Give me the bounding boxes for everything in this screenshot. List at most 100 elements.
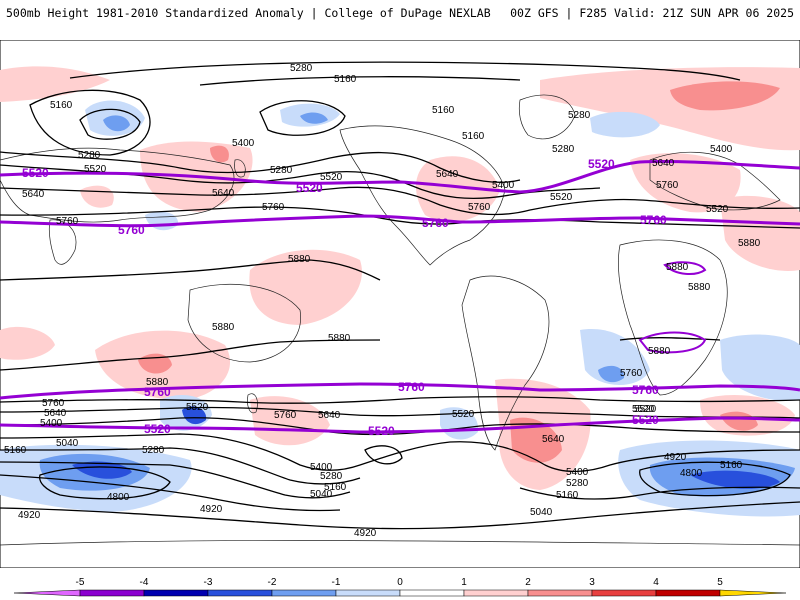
contour-label: 5280 bbox=[568, 110, 591, 121]
purple-contour-label: 5760 bbox=[640, 213, 667, 227]
height-contours bbox=[0, 61, 800, 530]
contour-label: 5640 bbox=[44, 408, 67, 419]
contour-label: 4800 bbox=[680, 468, 703, 479]
india-outline bbox=[48, 219, 77, 265]
contour-5280-wave bbox=[0, 151, 521, 183]
contour-label: 5640 bbox=[22, 189, 45, 200]
contour-label: 5400 bbox=[710, 144, 733, 155]
purple-contour-label: 5520 bbox=[296, 181, 323, 195]
contour-5280-low bbox=[79, 108, 141, 140]
new-zealand-outline bbox=[247, 393, 258, 414]
contour-label-layer: 5280 5160 5160 5280 5520 5400 5280 5520 … bbox=[4, 63, 761, 539]
purple-contour-label: 5520 bbox=[588, 157, 615, 171]
contour-5760-south bbox=[0, 396, 800, 404]
contour-label: 5520 bbox=[84, 164, 107, 175]
contour-5520-south bbox=[0, 417, 800, 436]
contour-label: 5520 bbox=[634, 404, 657, 415]
contour-label: 5520 bbox=[452, 409, 475, 420]
contour-label: 5640 bbox=[318, 410, 341, 421]
negative-anomaly bbox=[720, 334, 800, 401]
contour-label: 5880 bbox=[328, 333, 351, 344]
contour-label: 5040 bbox=[56, 438, 79, 449]
colorbar-segments bbox=[13, 589, 787, 597]
contour-5640-south bbox=[0, 406, 800, 419]
contour-label: 5520 bbox=[706, 204, 729, 215]
contour-5160-low bbox=[29, 89, 151, 156]
header: 500mb Height 1981-2010 Standardized Anom… bbox=[0, 0, 800, 26]
contour-label: 5280 bbox=[552, 144, 575, 155]
contour-label: 5760 bbox=[656, 180, 679, 191]
contour-label: 5520 bbox=[320, 172, 343, 183]
colorbar-segment bbox=[463, 589, 529, 597]
contour-label: 5400 bbox=[232, 138, 255, 149]
coastlines bbox=[0, 94, 800, 546]
height-anomaly-map: 5280 5160 5160 5280 5520 5400 5280 5520 … bbox=[0, 40, 800, 568]
strong-negative-anomaly bbox=[103, 115, 130, 132]
contour-label: 5160 bbox=[324, 482, 347, 493]
positive-anomaly bbox=[0, 326, 55, 360]
key-contours bbox=[0, 159, 800, 434]
contour-label: 5760 bbox=[274, 410, 297, 421]
positive-anomaly bbox=[0, 66, 110, 102]
colorbar-tick-label: 2 bbox=[525, 577, 531, 588]
positive-anomaly bbox=[720, 195, 800, 271]
contour-label: 5640 bbox=[652, 158, 675, 169]
contour-5880-tropics bbox=[0, 259, 381, 281]
australia-outline bbox=[187, 283, 301, 363]
contour-5400-ring-south bbox=[364, 445, 403, 465]
contour-5160-south bbox=[0, 461, 351, 499]
contour-label: 5280 bbox=[566, 478, 589, 489]
positive-anomaly bbox=[630, 153, 741, 213]
positive-anomaly bbox=[249, 249, 362, 325]
purple-5760-south bbox=[0, 382, 800, 400]
colorbar-tick-label: 3 bbox=[589, 577, 595, 588]
contour-label: 5160 bbox=[556, 490, 579, 501]
contour-label: 5160 bbox=[4, 445, 27, 456]
contour-label: 5160 bbox=[462, 131, 485, 142]
colorbar-segment bbox=[591, 589, 657, 597]
positive-anomaly bbox=[415, 156, 500, 222]
strong-negative-anomaly bbox=[182, 406, 207, 425]
contour-5280-north bbox=[69, 61, 741, 81]
contour-5400-ring bbox=[259, 100, 346, 136]
purple-5880-africa-north bbox=[663, 261, 707, 275]
purple-contour-label: 5760 bbox=[118, 223, 145, 237]
contour-label: 5760 bbox=[42, 398, 65, 409]
contour-label: 5760 bbox=[56, 216, 79, 227]
contour-5880-africa bbox=[619, 337, 721, 341]
contour-5880-south bbox=[0, 339, 381, 371]
very-strong-negative-anomaly bbox=[690, 470, 780, 489]
contour-5400-south bbox=[0, 433, 800, 473]
purple-contour-label: 5760 bbox=[422, 216, 449, 230]
colorbar-tick-label: -3 bbox=[204, 577, 213, 588]
strong-positive-anomaly bbox=[670, 81, 780, 111]
contour-label: 5760 bbox=[468, 202, 491, 213]
africa-outline bbox=[618, 239, 728, 396]
contour-label: 4920 bbox=[354, 528, 377, 539]
contour-label: 5040 bbox=[530, 507, 553, 518]
colorbar-segment bbox=[527, 589, 593, 597]
contour-label: 5520 bbox=[632, 404, 655, 415]
strong-negative-anomaly bbox=[598, 365, 625, 383]
contour-5040-south bbox=[0, 474, 341, 512]
anomaly-colorbar: -5 -4 -3 -2 -1 0 1 2 3 4 5 bbox=[13, 577, 787, 597]
purple-5880-africa bbox=[638, 331, 707, 354]
contour-label: 5880 bbox=[688, 282, 711, 293]
contour-label: 5520 bbox=[186, 402, 209, 413]
contour-5040-se bbox=[519, 486, 800, 500]
colorbar-tick-label: -2 bbox=[268, 577, 277, 588]
colorbar-tick-label: -5 bbox=[76, 577, 85, 588]
colorbar-segment bbox=[335, 589, 401, 597]
contour-label: 5280 bbox=[320, 471, 343, 482]
colorbar-segment bbox=[79, 589, 145, 597]
greenland-outline bbox=[518, 94, 576, 140]
colorbar-segment bbox=[143, 589, 209, 597]
colorbar-tick-label: -4 bbox=[140, 577, 149, 588]
contour-label: 5040 bbox=[310, 489, 333, 500]
purple-contour-label: 5520 bbox=[368, 424, 395, 438]
map-title: 500mb Height 1981-2010 Standardized Anom… bbox=[6, 6, 491, 20]
contour-label: 5160 bbox=[50, 100, 73, 111]
colorbar-tick-label: 0 bbox=[397, 577, 403, 588]
strong-positive-anomaly bbox=[210, 145, 229, 163]
contour-label: 5400 bbox=[566, 467, 589, 478]
